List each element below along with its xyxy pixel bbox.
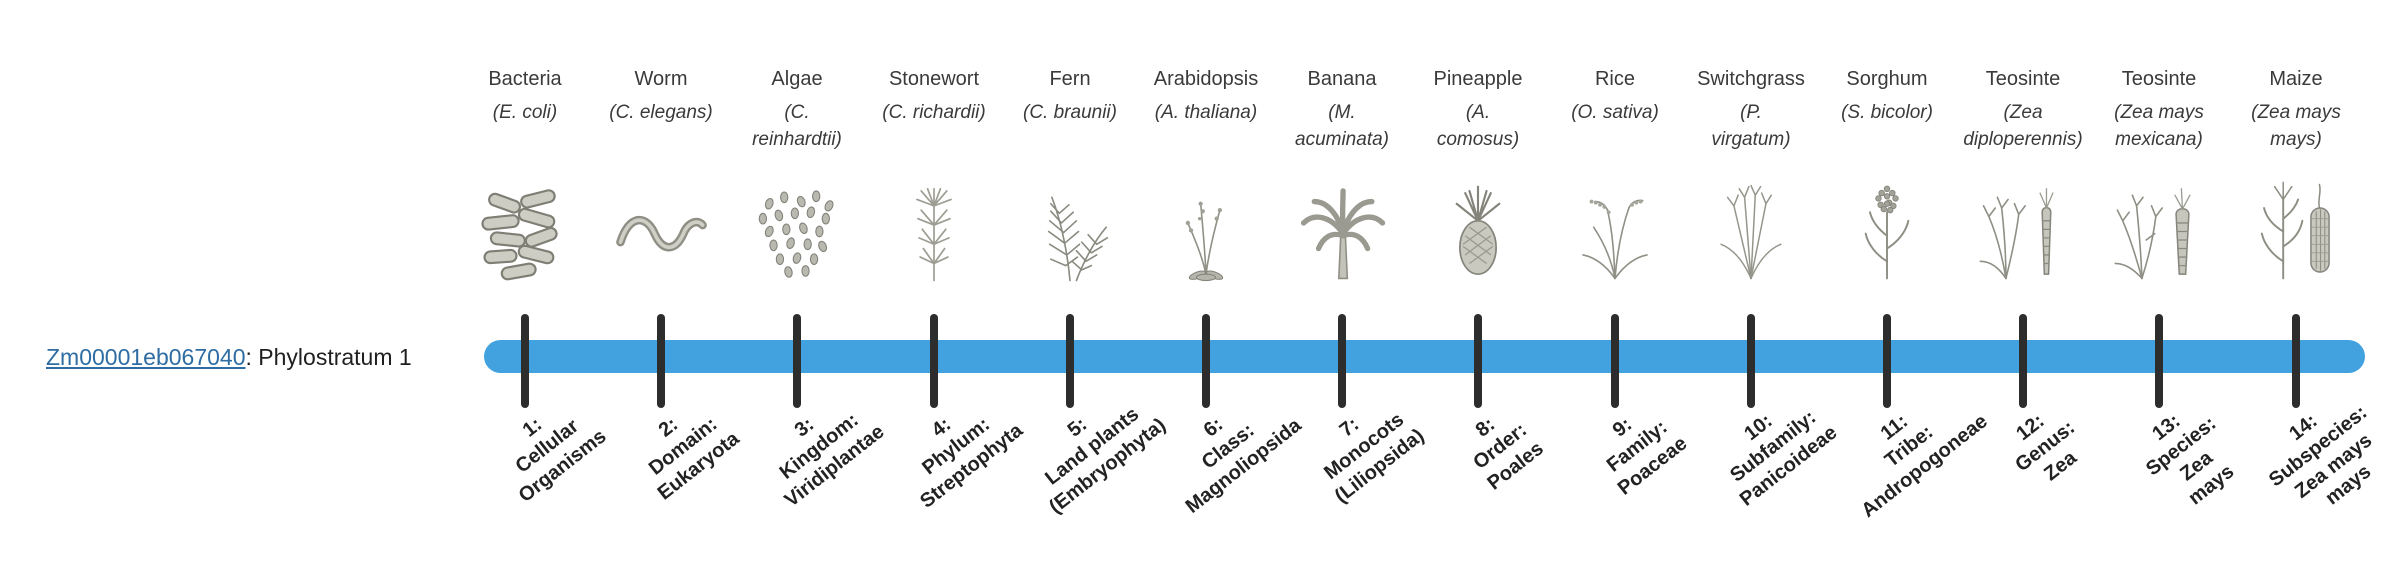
taxon-name: Teosinte (2121, 68, 2197, 90)
maize-icon (2238, 174, 2354, 288)
gene-label-suffix: : Phylostratum 1 (245, 343, 412, 370)
taxon-name: Switchgrass (1697, 68, 1805, 90)
rice-illustration (1582, 199, 1648, 280)
bacteria-illustration (481, 189, 558, 281)
banana-illustration (1300, 188, 1386, 280)
sorghum-illustration (1864, 185, 1910, 280)
tick-mark (1338, 314, 1346, 408)
rice-icon (1557, 174, 1673, 288)
gene-link[interactable]: Zm00001eb067040 (46, 343, 246, 370)
taxon-species: (E. coli) (492, 102, 558, 123)
tick-mark (2019, 314, 2027, 408)
taxon-species: (Zea mays mexicana) (2114, 102, 2204, 150)
taxon-header: Algae (C. reinhardtii) (717, 66, 877, 153)
taxon-name: Worm (634, 68, 688, 90)
algae-icon (739, 174, 855, 288)
tick-mark (1611, 314, 1619, 408)
stonewort-illustration (916, 187, 952, 282)
algae-illustration (758, 190, 834, 278)
switchgrass-illustration (1720, 184, 1782, 280)
taxon-header: Rice (O. sativa) (1535, 66, 1695, 127)
pineapple-illustration (1455, 185, 1501, 275)
taxon-header: Switchgrass (P. virgatum) (1671, 66, 1831, 153)
tick-mark (657, 314, 665, 408)
taxon-species: (P. virgatum) (1711, 102, 1791, 150)
stonewort-icon (876, 174, 992, 288)
bacteria-icon (467, 174, 583, 288)
taxon-header: Banana (M. acuminata) (1262, 66, 1422, 153)
tick-mark (1747, 314, 1755, 408)
tick-mark (1474, 314, 1482, 408)
gene-label: Zm00001eb067040: Phylostratum 1 (46, 340, 412, 374)
taxon-header: Pineapple (A. comosus) (1398, 66, 1558, 153)
taxon-name: Maize (2269, 68, 2323, 90)
taxon-species: (C. richardii) (882, 102, 986, 123)
maize-illustration (2260, 181, 2330, 280)
taxon-name: Rice (1594, 68, 1635, 90)
taxon-name: Sorghum (1846, 68, 1928, 90)
switchgrass-icon (1693, 174, 1809, 288)
tick-mark (1202, 314, 1210, 408)
tick-mark (521, 314, 529, 408)
taxon-name: Algae (771, 68, 823, 90)
fern-icon (1012, 174, 1128, 288)
taxon-species: (Zea diploperennis) (1963, 102, 2083, 150)
sorghum-icon (1829, 174, 1945, 288)
teosinte-illustration (1979, 188, 2054, 280)
taxon-header: Maize (Zea mays mays) (2216, 66, 2376, 153)
tick-mark (793, 314, 801, 408)
taxon-species: (A. thaliana) (1154, 102, 1258, 123)
tick-mark (930, 314, 938, 408)
taxon-species: (A. comosus) (1436, 102, 1520, 150)
pineapple-icon (1420, 174, 1536, 288)
taxon-name: Arabidopsis (1153, 68, 1259, 90)
taxon-header: Fern (C. braunii) (990, 66, 1150, 127)
taxon-species: (O. sativa) (1571, 102, 1659, 123)
worm-illustration (616, 215, 707, 252)
taxon-name: Stonewort (888, 68, 980, 90)
taxon-header: Teosinte (Zea mays mexicana) (2079, 66, 2239, 153)
arabidopsis-icon (1148, 174, 1264, 288)
tick-mark (2155, 314, 2163, 408)
taxon-species: (M. acuminata) (1295, 102, 1389, 150)
taxon-header: Sorghum (S. bicolor) (1807, 66, 1967, 127)
taxon-name: Fern (1049, 68, 1091, 90)
tick-mark (2292, 314, 2300, 408)
taxon-header: Stonewort (C. richardii) (854, 66, 1014, 127)
teosinte-illustration (2114, 188, 2191, 280)
taxon-header: Arabidopsis (A. thaliana) (1126, 66, 1286, 127)
arabidopsis-illustration (1185, 201, 1224, 282)
banana-icon (1284, 174, 1400, 288)
taxon-species: (C. reinhardtii) (752, 102, 842, 150)
taxon-name: Pineapple (1433, 68, 1523, 90)
fern-illustration (1047, 196, 1109, 282)
taxon-header: Worm (C. elegans) (581, 66, 741, 127)
taxon-species: (C. elegans) (609, 102, 713, 123)
taxon-species: (C. braunii) (1023, 102, 1117, 123)
teosinte-icon (2101, 174, 2217, 288)
tick-mark (1883, 314, 1891, 408)
taxon-header: Bacteria (E. coli) (445, 66, 605, 127)
taxon-name: Banana (1307, 68, 1377, 90)
worm-icon (603, 174, 719, 288)
taxon-name: Teosinte (1985, 68, 2061, 90)
taxon-species: (Zea mays mays) (2251, 102, 2341, 150)
taxon-header: Teosinte (Zea diploperennis) (1943, 66, 2103, 153)
teosinte-icon (1965, 174, 2081, 288)
tick-mark (1066, 314, 1074, 408)
taxon-species: (S. bicolor) (1841, 102, 1933, 123)
taxon-name: Bacteria (488, 68, 562, 90)
